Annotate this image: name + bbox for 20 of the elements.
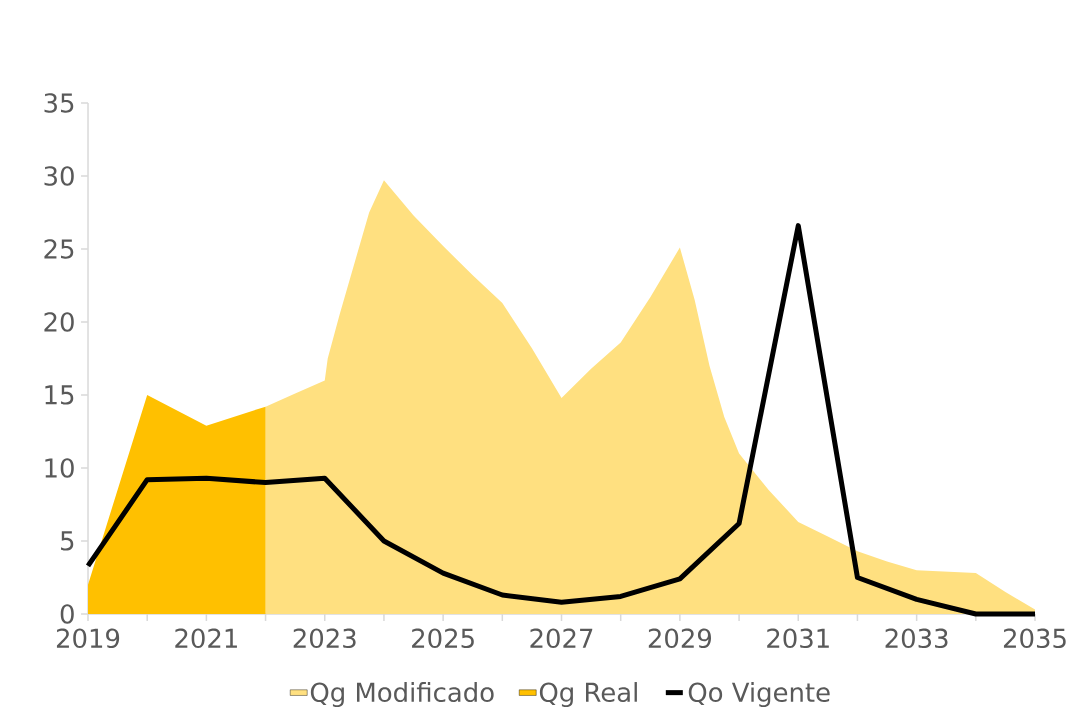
x-tick-label: 2019: [56, 628, 120, 649]
y-tick-label: 20: [44, 312, 74, 332]
y-tick-label: 30: [44, 166, 74, 186]
x-tick-label: 2035: [1003, 628, 1066, 649]
y-tick-label: 25: [44, 239, 74, 259]
x-tick-label: 2033: [885, 628, 948, 649]
legend-label: Qg Real: [539, 682, 637, 708]
legend-label: Qo Vigente: [688, 682, 830, 708]
x-tick-label: 2021: [175, 628, 237, 649]
y-tick-label: 0: [60, 604, 74, 624]
y-tick-label: 35: [44, 93, 74, 113]
x-tick-label: 2031: [767, 628, 829, 649]
y-tick-label: 5: [61, 531, 74, 551]
y-tick-label: 15: [45, 385, 74, 405]
x-tick-label: 2025: [412, 628, 474, 649]
x-tick-label: 2027: [530, 628, 593, 649]
x-tick-label: 2023: [293, 628, 356, 649]
y-tick-label: 10: [45, 458, 74, 478]
x-tick-label: 2029: [648, 628, 711, 649]
legend-label: Qg Modificado: [310, 682, 494, 708]
